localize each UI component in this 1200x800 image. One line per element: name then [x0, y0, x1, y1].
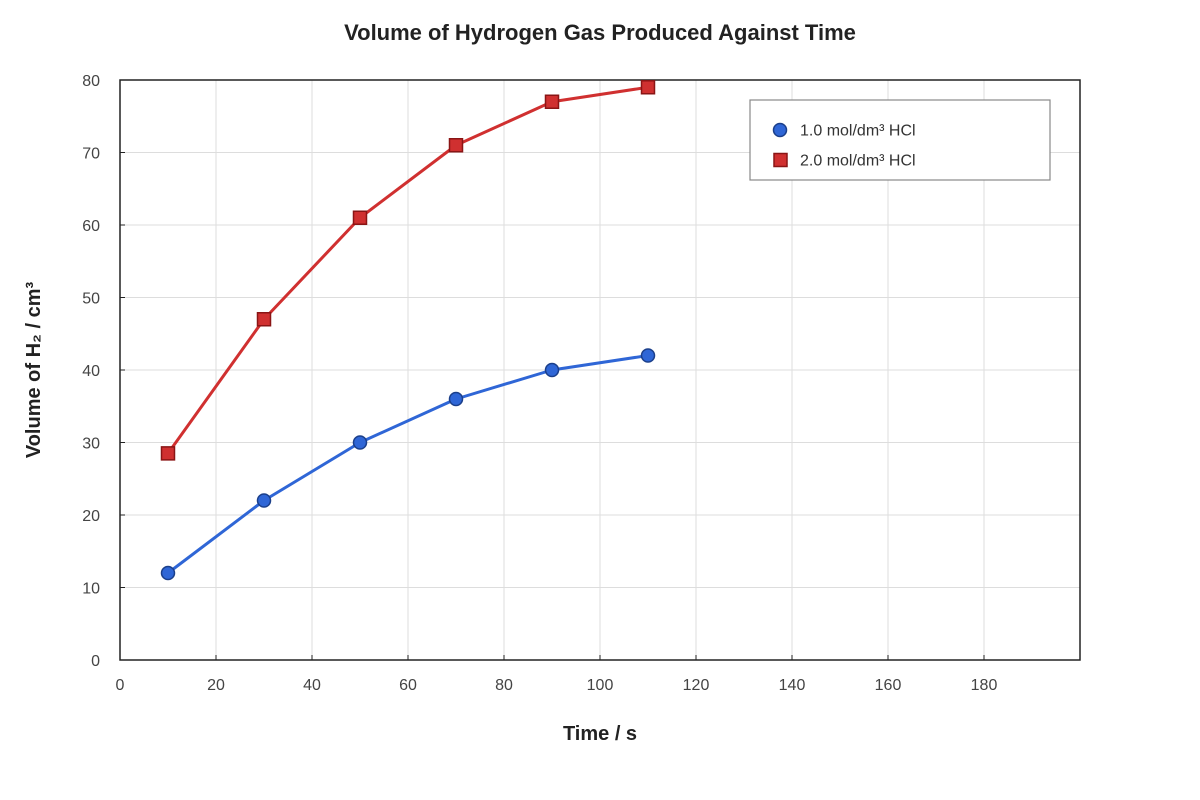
- y-tick-label: 20: [82, 508, 100, 525]
- x-tick-label: 100: [587, 677, 614, 694]
- y-tick-label: 0: [91, 653, 100, 670]
- x-axis-title: Time / s: [563, 723, 637, 745]
- legend-item: 1.0 mol/dm³ HCl: [772, 122, 916, 140]
- legend: 1.0 mol/dm³ HCl 2.0 mol/dm³ HCl: [749, 99, 1051, 181]
- series-1-point: [352, 435, 368, 450]
- series-1-line: [166, 354, 650, 575]
- series-2: [160, 80, 656, 461]
- x-tick-label: 80: [495, 677, 513, 694]
- x-tick-label: 60: [399, 677, 417, 694]
- legend-label: 1.0 mol/dm³ HCl: [800, 123, 916, 140]
- series-1-point: [544, 362, 560, 378]
- series-1-point: [448, 391, 464, 407]
- series-2-point: [640, 80, 656, 95]
- series-1-point: [256, 493, 272, 508]
- legend-circle-marker: [772, 122, 788, 138]
- series-2-point: [448, 138, 464, 153]
- x-tick-label: 140: [779, 677, 806, 694]
- x-axis-ticks: 0 20 40 60 80 100 120 140 160 180: [116, 655, 998, 694]
- x-tick-label: 40: [303, 677, 321, 694]
- x-tick-label: 180: [971, 677, 998, 694]
- series-1-point: [160, 565, 176, 581]
- series-layer: [160, 80, 656, 581]
- series-2-point: [352, 210, 368, 225]
- series-2-point: [256, 312, 272, 327]
- x-tick-label: 20: [207, 677, 225, 694]
- series-2-point: [544, 94, 560, 109]
- y-tick-label: 70: [82, 146, 100, 163]
- y-tick-label: 50: [82, 291, 100, 308]
- legend-square-marker: [773, 152, 788, 168]
- y-axis-title: Volume of H₂ / cm³: [23, 282, 45, 459]
- y-axis-ticks: 0 10 20 30 40 50 60 70 80: [82, 73, 125, 670]
- x-tick-label: 160: [875, 677, 902, 694]
- x-tick-label: 0: [116, 677, 125, 694]
- series-1: [160, 348, 656, 581]
- y-tick-label: 60: [82, 218, 100, 235]
- y-tick-label: 80: [82, 73, 100, 90]
- series-2-point: [160, 446, 176, 461]
- legend-item: 2.0 mol/dm³ HCl: [773, 152, 916, 170]
- y-tick-label: 10: [82, 581, 100, 598]
- series-1-point: [640, 348, 656, 363]
- series-2-line: [166, 85, 650, 455]
- legend-box: [749, 99, 1051, 181]
- x-tick-label: 120: [683, 677, 710, 694]
- y-tick-label: 30: [82, 436, 100, 453]
- y-tick-label: 40: [82, 363, 100, 380]
- legend-items: 1.0 mol/dm³ HCl 2.0 mol/dm³ HCl: [772, 122, 916, 170]
- legend-label: 2.0 mol/dm³ HCl: [800, 153, 916, 170]
- chart-title: Volume of Hydrogen Gas Produced Against …: [344, 20, 856, 45]
